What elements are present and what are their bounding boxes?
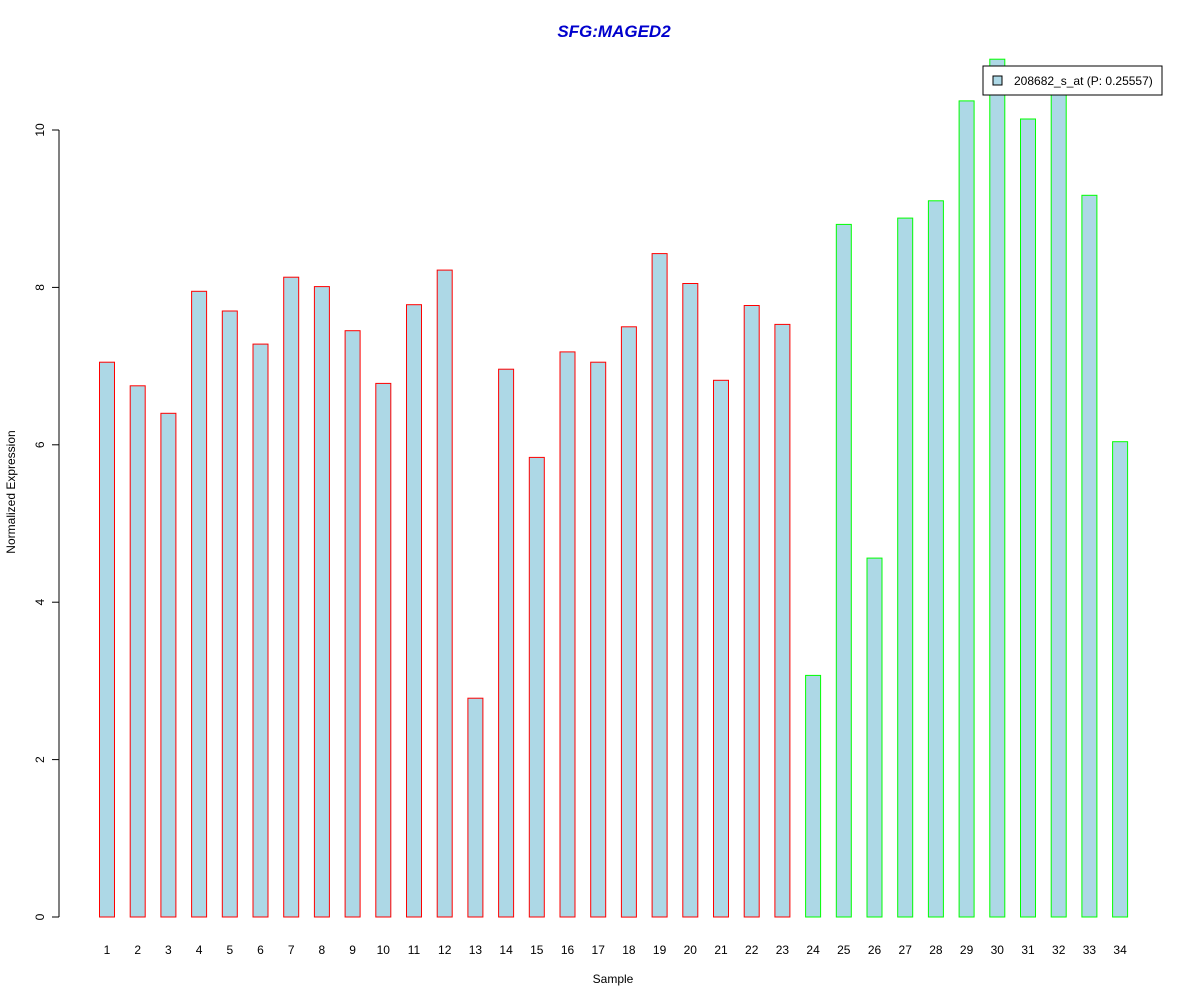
bar-sample-6 [252, 343, 269, 918]
bar-sample-3 [160, 412, 177, 918]
bar-sample-7 [283, 276, 300, 918]
bar-sample-18 [620, 326, 637, 918]
y-tick-label: 10 [33, 123, 47, 137]
x-tick-label: 14 [499, 943, 513, 957]
legend-swatch [992, 75, 1003, 86]
x-tick-label: 8 [319, 943, 326, 957]
x-tick-label: 26 [868, 943, 882, 957]
bar-sample-28 [927, 200, 944, 918]
bar-sample-22 [743, 305, 760, 918]
chart-title: SFG:MAGED2 [557, 22, 671, 41]
legend-box [982, 65, 1163, 96]
bar-sample-29 [958, 100, 975, 918]
y-tick-label: 8 [33, 284, 47, 291]
bar-sample-25 [835, 223, 852, 918]
bar-sample-1 [99, 361, 115, 918]
x-tick-label: 2 [134, 943, 141, 957]
x-tick-label: 20 [684, 943, 698, 957]
bar-sample-34 [1112, 441, 1129, 918]
bar-sample-33 [1081, 194, 1098, 918]
bar-sample-21 [713, 379, 729, 918]
bar-sample-31 [1020, 118, 1036, 918]
legend: 208682_s_at (P: 0.25557) [982, 65, 1163, 96]
x-tick-labels: 1 2 3 4 5 6 7 8 9 10 11 12 13 14 15 16 17 18 19 20 21 22 23 24 2… [104, 943, 1127, 957]
bar-sample-13 [467, 697, 484, 918]
bar-sample-20 [682, 283, 699, 918]
x-tick-label: 34 [1113, 943, 1127, 957]
x-tick-label: 23 [776, 943, 790, 957]
x-tick-label: 9 [349, 943, 356, 957]
x-tick-label: 12 [438, 943, 452, 957]
y-axis-label: Normalized Expression [4, 430, 18, 553]
bar-sample-9 [344, 330, 361, 918]
x-tick-label: 16 [561, 943, 575, 957]
x-tick-label: 25 [837, 943, 851, 957]
bar-sample-16 [559, 351, 576, 918]
bar-sample-26 [866, 557, 883, 918]
bar-sample-8 [313, 286, 330, 918]
x-tick-label: 22 [745, 943, 759, 957]
x-axis-label: Sample [593, 972, 634, 986]
x-tick-label: 32 [1052, 943, 1066, 957]
x-tick-label: 21 [714, 943, 728, 957]
y-tick-label: 6 [33, 441, 47, 448]
x-tick-label: 5 [226, 943, 233, 957]
x-tick-label: 7 [288, 943, 295, 957]
x-tick-label: 29 [960, 943, 974, 957]
bar-sample-2 [129, 385, 146, 918]
bar-sample-12 [436, 269, 453, 918]
bar-sample-5 [221, 310, 238, 918]
x-tick-label: 11 [408, 943, 421, 957]
x-tick-label: 24 [806, 943, 820, 957]
y-axis: 0 2 4 6 8 10 [33, 123, 60, 920]
bar-sample-17 [590, 361, 607, 918]
bar-sample-30 [989, 58, 1006, 918]
x-tick-label: 6 [257, 943, 264, 957]
y-tick-label: 4 [33, 599, 47, 606]
x-tick-label: 10 [377, 943, 391, 957]
x-tick-label: 15 [530, 943, 544, 957]
y-tick-label: 0 [33, 913, 47, 920]
bar-sample-14 [498, 368, 515, 918]
x-tick-label: 18 [622, 943, 636, 957]
bar-sample-24 [805, 674, 822, 918]
x-tick-label: 1 [104, 943, 111, 957]
bars-group [99, 58, 1129, 918]
bar-sample-11 [406, 304, 422, 918]
bar-sample-19 [651, 253, 668, 918]
bar-sample-23 [774, 323, 791, 918]
x-tick-label: 33 [1083, 943, 1097, 957]
x-tick-label: 30 [991, 943, 1005, 957]
y-tick-label: 2 [33, 756, 47, 763]
x-tick-label: 4 [196, 943, 203, 957]
bar-sample-10 [375, 382, 392, 918]
bar-sample-4 [191, 290, 208, 918]
x-tick-label: 3 [165, 943, 172, 957]
x-tick-label: 19 [653, 943, 667, 957]
x-tick-label: 27 [899, 943, 913, 957]
x-tick-label: 28 [929, 943, 943, 957]
bar-sample-27 [897, 217, 914, 918]
bar-sample-15 [528, 456, 545, 918]
x-tick-label: 31 [1021, 943, 1035, 957]
x-tick-label: 13 [469, 943, 483, 957]
x-tick-label: 17 [592, 943, 606, 957]
legend-label: 208682_s_at (P: 0.25557) [1014, 74, 1153, 88]
bar-sample-32 [1050, 82, 1067, 918]
